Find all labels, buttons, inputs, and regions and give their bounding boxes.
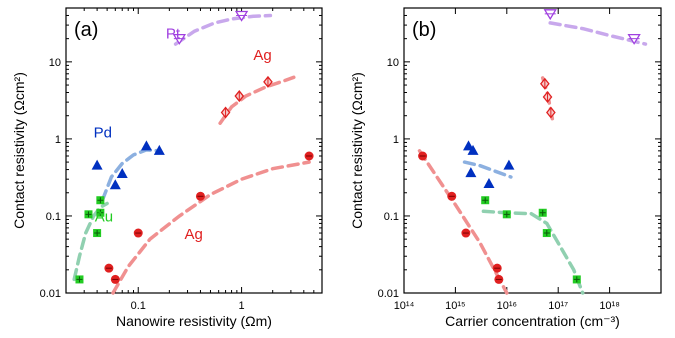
x-tick-label: 0.1 [131, 300, 146, 312]
data-point-pd [140, 140, 152, 151]
data-point-pt [172, 34, 187, 45]
data-point-pd [503, 159, 515, 170]
data-point-au-cross [76, 276, 83, 283]
data-point-pt [627, 34, 641, 45]
data-point-pt [234, 10, 249, 22]
plot-frame [403, 7, 662, 294]
fit-curve-ag [218, 75, 296, 125]
data-point-au-cross [97, 197, 104, 204]
y-axis-title: Contact resistivity (Ωcm²) [349, 72, 365, 229]
data-point-au-cross [573, 276, 580, 283]
y-tick-label: 0.01 [40, 288, 61, 300]
plot-frame [65, 7, 323, 294]
x-tick-label: 10¹⁸ [599, 300, 620, 312]
x-tick-label: 10¹⁵ [445, 300, 465, 312]
y-axis-title: Contact resistivity (Ωcm²) [11, 72, 27, 229]
y-tick-label: 1 [393, 134, 399, 146]
data-point-au-cross [543, 230, 550, 237]
data-point-pd [109, 179, 121, 190]
series-label-ag: Ag [184, 226, 202, 243]
x-tick-label: 10¹⁴ [394, 300, 415, 312]
data-point-au-cross [85, 211, 92, 218]
fit-curve-pt [548, 21, 648, 46]
x-tick-label: 10¹⁶ [497, 300, 517, 312]
data-point-pd [465, 167, 477, 178]
y-tick-label: 0.1 [384, 211, 399, 223]
data-point-pd [483, 177, 495, 188]
y-tick-label: 10 [49, 57, 61, 69]
x-axis-title: Carrier concentration (cm⁻³) [445, 313, 620, 329]
series-label-pd: Pd [94, 124, 112, 141]
data-point-au-cross [539, 209, 546, 216]
y-tick-label: 0.01 [378, 288, 399, 300]
y-tick-label: 0.1 [46, 211, 61, 223]
fit-curve-ag [111, 160, 311, 295]
data-point-pt [543, 9, 557, 21]
x-axis-title: Nanowire resistivity (Ωm) [116, 313, 272, 329]
series-label-ag: Ag [253, 47, 271, 64]
y-tick-label: 10 [387, 57, 399, 69]
fit-curve-pd [462, 160, 513, 179]
panel-label: (a) [74, 19, 98, 41]
data-point-au-cross [482, 197, 489, 204]
data-point-au-cross [94, 230, 101, 237]
fit-curve-pd [100, 148, 162, 202]
data-point-pd [463, 140, 475, 151]
series-label-pt: Pt [166, 26, 181, 43]
fit-curve-pt [173, 13, 273, 46]
y-tick-label: 1 [55, 134, 61, 146]
panel-label: (b) [412, 19, 436, 41]
data-point-au-cross [503, 211, 510, 218]
data-point-au-cross [97, 209, 104, 216]
fit-curve-au [72, 201, 109, 282]
data-point-pd [116, 168, 128, 179]
data-point-pd [467, 144, 479, 155]
data-point-pd [91, 159, 103, 170]
x-tick-label: 10¹⁷ [548, 300, 568, 312]
data-point-pd [153, 144, 165, 155]
series-label-au: Au [95, 208, 113, 225]
x-tick-label: 1 [239, 300, 245, 312]
